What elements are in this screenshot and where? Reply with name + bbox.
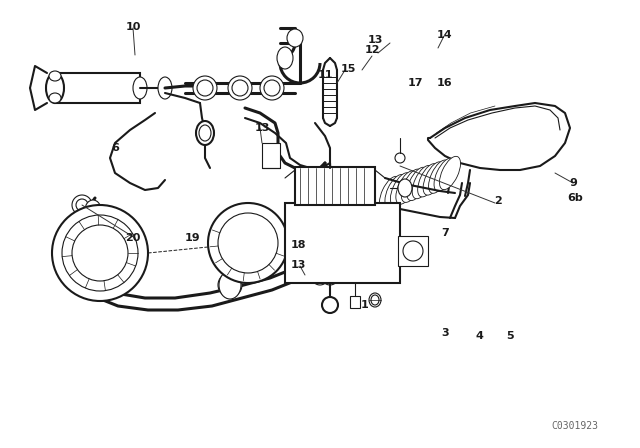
Circle shape [395, 153, 405, 163]
Ellipse shape [429, 160, 449, 193]
Text: 2: 2 [494, 196, 502, 206]
Ellipse shape [350, 260, 366, 280]
Ellipse shape [85, 200, 101, 220]
Ellipse shape [440, 156, 461, 190]
Ellipse shape [434, 158, 455, 191]
Text: 6: 6 [111, 143, 119, 153]
Circle shape [76, 199, 88, 211]
Ellipse shape [49, 71, 61, 81]
Bar [285, 203, 400, 283]
Ellipse shape [390, 172, 412, 206]
Circle shape [72, 225, 128, 281]
Bar [262, 143, 280, 168]
Ellipse shape [310, 261, 330, 285]
Text: 18: 18 [291, 240, 306, 250]
Text: 3: 3 [441, 328, 449, 338]
Bar [350, 296, 360, 308]
Text: 19: 19 [185, 233, 201, 243]
Text: 4: 4 [475, 331, 483, 341]
Bar [295, 167, 375, 205]
Text: 5: 5 [506, 331, 514, 341]
Ellipse shape [371, 295, 379, 305]
Text: 13: 13 [367, 35, 383, 45]
Ellipse shape [277, 47, 293, 69]
Text: 16: 16 [437, 78, 453, 88]
Circle shape [403, 241, 423, 261]
Ellipse shape [423, 162, 444, 195]
Ellipse shape [158, 77, 172, 99]
Ellipse shape [369, 293, 381, 307]
Circle shape [264, 80, 280, 96]
Text: 1: 1 [361, 300, 369, 310]
Circle shape [228, 76, 252, 100]
Ellipse shape [49, 93, 61, 103]
Circle shape [72, 195, 92, 215]
Ellipse shape [219, 271, 241, 299]
Circle shape [232, 80, 248, 96]
Circle shape [218, 273, 242, 297]
Ellipse shape [401, 169, 422, 202]
Bar [398, 236, 428, 266]
Text: 9: 9 [569, 178, 577, 188]
Circle shape [193, 76, 217, 100]
Ellipse shape [199, 125, 211, 141]
Text: 11: 11 [317, 70, 333, 80]
Circle shape [197, 80, 213, 96]
Circle shape [322, 297, 338, 313]
Circle shape [218, 213, 278, 273]
Text: 17: 17 [407, 78, 423, 88]
Circle shape [208, 203, 288, 283]
Text: 20: 20 [125, 233, 141, 243]
Ellipse shape [407, 167, 428, 201]
Ellipse shape [196, 121, 214, 145]
Ellipse shape [412, 165, 433, 199]
Circle shape [62, 215, 138, 291]
Circle shape [260, 76, 284, 100]
Text: 6b: 6b [567, 193, 583, 203]
Bar [55, 73, 140, 103]
Text: C0301923: C0301923 [552, 421, 598, 431]
Text: 12: 12 [364, 45, 380, 55]
Ellipse shape [320, 261, 340, 285]
Ellipse shape [380, 177, 401, 210]
Ellipse shape [396, 171, 417, 204]
Ellipse shape [287, 29, 303, 47]
Text: 7: 7 [441, 228, 449, 238]
Text: 14: 14 [436, 30, 452, 40]
Text: 15: 15 [340, 64, 356, 74]
Ellipse shape [133, 77, 147, 99]
Text: 13: 13 [254, 123, 269, 133]
Ellipse shape [385, 175, 406, 208]
Ellipse shape [418, 164, 438, 197]
Ellipse shape [46, 73, 64, 103]
Circle shape [52, 205, 148, 301]
Text: 13: 13 [291, 260, 306, 270]
Text: 10: 10 [125, 22, 141, 32]
Ellipse shape [398, 179, 412, 197]
